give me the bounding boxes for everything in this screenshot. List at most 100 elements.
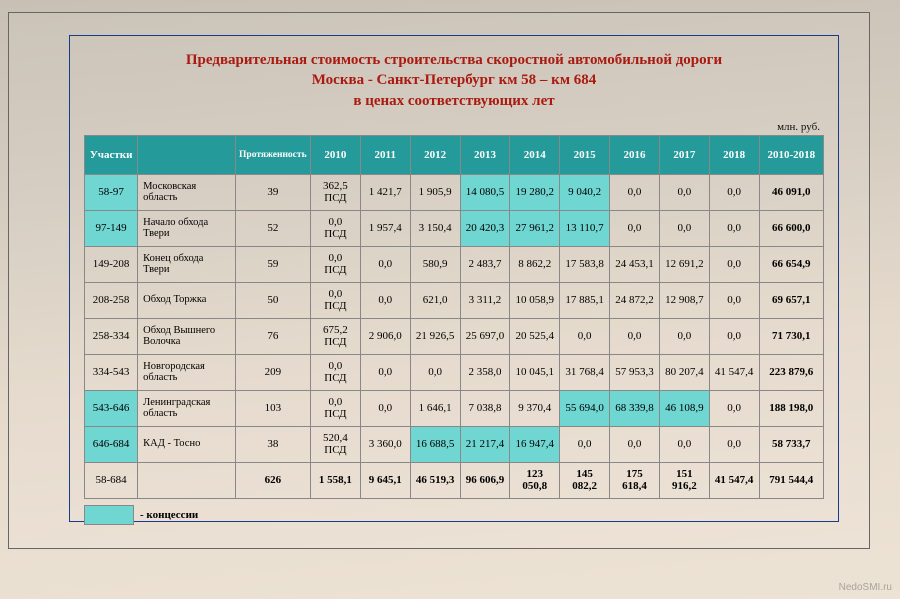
total-cell: 71 730,1: [759, 318, 823, 354]
year-cell: 16 947,4: [510, 426, 560, 462]
year-cell: 0,0: [709, 426, 759, 462]
legend: - концессии: [84, 505, 824, 525]
name-cell: КАД - Тосно: [138, 426, 235, 462]
len-cell: 39: [235, 174, 310, 210]
table-row: 208-258Обход Торжка500,0ПСД0,0621,03 311…: [85, 282, 824, 318]
table-row: 97-149Начало обхода Твери520,0ПСД1 957,4…: [85, 210, 824, 246]
outer-page-frame: Предварительная стоимость строительства …: [8, 12, 870, 549]
year-cell: 41 547,4: [709, 462, 759, 498]
year-cell: 80 207,4: [659, 354, 709, 390]
seg-cell: 646-684: [85, 426, 138, 462]
year-cell: 0,0ПСД: [310, 210, 360, 246]
total-cell: 58 733,7: [759, 426, 823, 462]
year-cell: 580,9: [410, 246, 460, 282]
year-cell: 0,0: [610, 318, 660, 354]
header-row: Участки Протяженность 2010 2011 2012 201…: [85, 135, 824, 174]
year-cell: 0,0: [360, 246, 410, 282]
year-cell: 21 926,5: [410, 318, 460, 354]
year-cell: 0,0: [709, 246, 759, 282]
year-cell: 621,0: [410, 282, 460, 318]
name-cell: Обход Торжка: [138, 282, 235, 318]
year-cell: 0,0ПСД: [310, 390, 360, 426]
year-cell: 68 339,8: [610, 390, 660, 426]
year-cell: 20 525,4: [510, 318, 560, 354]
year-cell: 31 768,4: [560, 354, 610, 390]
year-cell: 2 906,0: [360, 318, 410, 354]
year-cell: 0,0: [659, 318, 709, 354]
len-cell: 103: [235, 390, 310, 426]
unit-label: млн. руб.: [84, 121, 824, 133]
year-cell: 0,0: [709, 210, 759, 246]
total-cell: 223 879,6: [759, 354, 823, 390]
year-cell: 362,5ПСД: [310, 174, 360, 210]
year-cell: 1 646,1: [410, 390, 460, 426]
year-cell: 3 150,4: [410, 210, 460, 246]
year-cell: 12 691,2: [659, 246, 709, 282]
year-cell: 0,0ПСД: [310, 246, 360, 282]
year-cell: 96 606,9: [460, 462, 510, 498]
hdr-seg: Участки: [85, 135, 138, 174]
year-cell: 9 645,1: [360, 462, 410, 498]
year-cell: 46 108,9: [659, 390, 709, 426]
year-cell: 0,0: [360, 354, 410, 390]
year-cell: 3 360,0: [360, 426, 410, 462]
year-cell: 17 583,8: [560, 246, 610, 282]
year-cell: 151 916,2: [659, 462, 709, 498]
hdr-len: Протяженность: [235, 135, 310, 174]
year-cell: 0,0: [610, 426, 660, 462]
year-cell: 9 040,2: [560, 174, 610, 210]
grand-total-cell: 791 544,4: [759, 462, 823, 498]
total-cell: 188 198,0: [759, 390, 823, 426]
hdr-2018: 2018: [709, 135, 759, 174]
seg-cell: 258-334: [85, 318, 138, 354]
year-cell: 0,0ПСД: [310, 354, 360, 390]
year-cell: 0,0ПСД: [310, 282, 360, 318]
year-cell: 0,0: [709, 318, 759, 354]
hdr-2015: 2015: [560, 135, 610, 174]
total-cell: 66 654,9: [759, 246, 823, 282]
name-cell: Московская область: [138, 174, 235, 210]
len-cell: 209: [235, 354, 310, 390]
document-title: Предварительная стоимость строительства …: [84, 50, 824, 111]
title-line-2: Москва - Санкт-Петербург км 58 – км 684: [84, 70, 824, 90]
year-cell: 16 688,5: [410, 426, 460, 462]
len-cell: 38: [235, 426, 310, 462]
year-cell: 46 519,3: [410, 462, 460, 498]
inner-frame: Предварительная стоимость строительства …: [69, 35, 839, 522]
total-cell: 69 657,1: [759, 282, 823, 318]
year-cell: 2 483,7: [460, 246, 510, 282]
year-cell: 175 618,4: [610, 462, 660, 498]
hdr-2013: 2013: [460, 135, 510, 174]
year-cell: 10 058,9: [510, 282, 560, 318]
hdr-2012: 2012: [410, 135, 460, 174]
hdr-name: [138, 135, 235, 174]
total-cell: 66 600,0: [759, 210, 823, 246]
year-cell: 55 694,0: [560, 390, 610, 426]
seg-cell: 97-149: [85, 210, 138, 246]
name-cell: [138, 462, 235, 498]
year-cell: 0,0: [709, 390, 759, 426]
year-cell: 1 558,1: [310, 462, 360, 498]
year-cell: 2 358,0: [460, 354, 510, 390]
len-cell: 50: [235, 282, 310, 318]
seg-cell: 208-258: [85, 282, 138, 318]
year-cell: 520,4ПСД: [310, 426, 360, 462]
year-cell: 0,0: [360, 282, 410, 318]
total-row: 58-6846261 558,19 645,146 519,396 606,91…: [85, 462, 824, 498]
seg-cell: 58-97: [85, 174, 138, 210]
table-row: 646-684КАД - Тосно38520,4ПСД3 360,016 68…: [85, 426, 824, 462]
year-cell: 25 697,0: [460, 318, 510, 354]
len-cell: 52: [235, 210, 310, 246]
year-cell: 123 050,8: [510, 462, 560, 498]
table-row: 58-97Московская область39362,5ПСД1 421,7…: [85, 174, 824, 210]
year-cell: 24 453,1: [610, 246, 660, 282]
year-cell: 14 080,5: [460, 174, 510, 210]
hdr-2011: 2011: [360, 135, 410, 174]
year-cell: 1 421,7: [360, 174, 410, 210]
seg-cell: 543-646: [85, 390, 138, 426]
table-row: 543-646Ленинградская область1030,0ПСД0,0…: [85, 390, 824, 426]
year-cell: 0,0: [709, 174, 759, 210]
year-cell: 12 908,7: [659, 282, 709, 318]
year-cell: 20 420,3: [460, 210, 510, 246]
year-cell: 0,0: [610, 174, 660, 210]
